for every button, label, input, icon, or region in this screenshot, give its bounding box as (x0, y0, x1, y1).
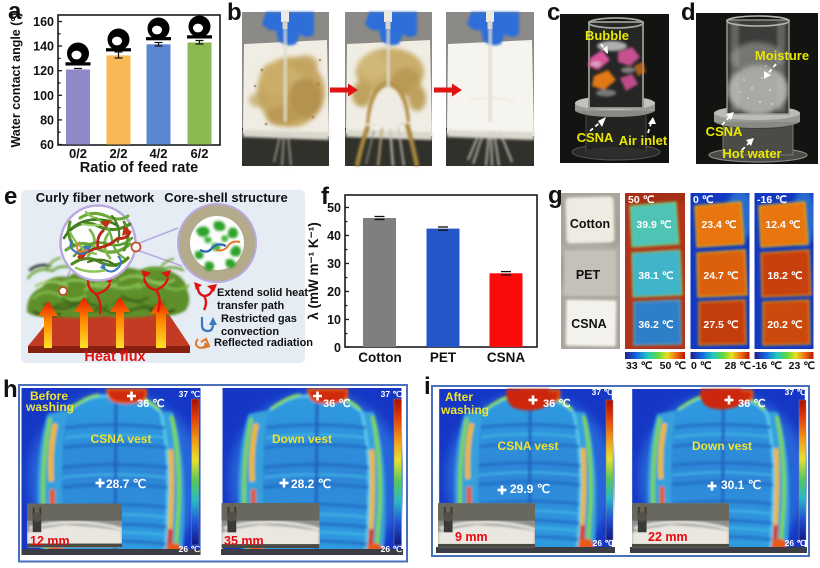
svg-text:Down vest: Down vest (692, 439, 752, 453)
svg-text:36 ℃: 36 ℃ (543, 398, 571, 410)
svg-text:Core-shell structure: Core-shell structure (164, 190, 288, 205)
svg-text:-16 ℃: -16 ℃ (757, 194, 787, 206)
svg-text:60: 60 (40, 138, 54, 152)
svg-text:36 ℃: 36 ℃ (137, 398, 165, 410)
svg-text:140: 140 (33, 40, 54, 54)
svg-text:6/2: 6/2 (190, 146, 208, 161)
svg-text:CSNA: CSNA (706, 124, 743, 139)
svg-text:39.9 ℃: 39.9 ℃ (636, 219, 671, 231)
svg-text:CSNA vest: CSNA vest (91, 432, 152, 446)
svg-text:Extend solid heat: Extend solid heat (217, 287, 308, 299)
svg-text:a: a (8, 0, 22, 25)
svg-text:transfer path: transfer path (217, 300, 285, 312)
svg-text:18.2 ℃: 18.2 ℃ (767, 270, 802, 282)
svg-text:26 ℃: 26 ℃ (179, 544, 201, 554)
svg-text:Curly fiber network: Curly fiber network (36, 190, 155, 205)
svg-text:36 ℃: 36 ℃ (323, 398, 351, 410)
svg-text:Cotton: Cotton (358, 350, 401, 365)
svg-text:26 ℃: 26 ℃ (785, 538, 807, 548)
svg-text:0 ℃: 0 ℃ (693, 194, 714, 206)
svg-text:33 ℃: 33 ℃ (626, 360, 653, 372)
svg-text:28 ℃: 28 ℃ (725, 360, 752, 372)
svg-text:22 mm: 22 mm (648, 530, 688, 544)
svg-text:d: d (681, 0, 696, 26)
svg-text:PET: PET (576, 268, 601, 282)
svg-text:9 mm: 9 mm (455, 530, 488, 544)
svg-text:37 ℃: 37 ℃ (381, 389, 403, 399)
svg-text:CSNA: CSNA (577, 130, 614, 145)
svg-text:h: h (3, 376, 18, 403)
svg-text:80: 80 (40, 113, 54, 127)
svg-text:Reflected radiation: Reflected radiation (214, 337, 313, 349)
svg-text:0 ℃: 0 ℃ (691, 360, 712, 372)
svg-text:28.2 ℃: 28.2 ℃ (291, 477, 331, 491)
svg-text:Before: Before (30, 389, 68, 403)
svg-text:convection: convection (221, 326, 279, 338)
svg-text:37 ℃: 37 ℃ (785, 387, 807, 397)
svg-text:c: c (547, 0, 560, 26)
svg-text:washing: washing (440, 403, 489, 417)
svg-text:36.2 ℃: 36.2 ℃ (638, 319, 673, 331)
svg-text:120: 120 (33, 64, 54, 78)
svg-text:20: 20 (327, 285, 341, 299)
svg-text:After: After (445, 390, 473, 404)
svg-text:PET: PET (430, 350, 457, 365)
svg-text:washing: washing (25, 400, 74, 414)
svg-text:Ratio of feed rate: Ratio of feed rate (80, 160, 198, 176)
svg-text:0: 0 (334, 341, 341, 355)
svg-text:30.1 ℃: 30.1 ℃ (721, 478, 761, 492)
svg-text:30: 30 (327, 257, 341, 271)
svg-text:-16 ℃: -16 ℃ (752, 360, 782, 372)
svg-text:CSNA: CSNA (487, 350, 526, 365)
svg-text:CSNA: CSNA (571, 317, 606, 331)
svg-text:Restricted gas: Restricted gas (221, 313, 297, 325)
svg-text:4/2: 4/2 (149, 146, 167, 161)
svg-text:35 mm: 35 mm (224, 534, 264, 548)
svg-text:e: e (4, 183, 17, 210)
svg-text:100: 100 (33, 89, 54, 103)
svg-text:Bubble: Bubble (585, 28, 629, 43)
svg-text:26 ℃: 26 ℃ (593, 538, 615, 548)
svg-text:20.2 ℃: 20.2 ℃ (767, 319, 802, 331)
svg-text:26 ℃: 26 ℃ (381, 544, 403, 554)
svg-text:Moisture: Moisture (755, 48, 809, 63)
svg-text:Heat flux: Heat flux (84, 349, 145, 365)
svg-text:2/2: 2/2 (109, 146, 127, 161)
svg-text:28.7 ℃: 28.7 ℃ (106, 477, 146, 491)
svg-text:29.9 ℃: 29.9 ℃ (510, 482, 550, 496)
svg-text:24.7 ℃: 24.7 ℃ (703, 270, 738, 282)
svg-text:37 ℃: 37 ℃ (179, 389, 201, 399)
svg-text:Cotton: Cotton (570, 217, 610, 231)
svg-text:50 ℃: 50 ℃ (660, 360, 687, 372)
svg-text:Down vest: Down vest (272, 432, 332, 446)
svg-text:10: 10 (327, 313, 341, 327)
svg-text:50: 50 (327, 201, 341, 215)
svg-text:50 ℃: 50 ℃ (628, 194, 655, 206)
svg-text:i: i (424, 373, 431, 400)
svg-text:12.4 ℃: 12.4 ℃ (765, 219, 800, 231)
svg-text:40: 40 (327, 229, 341, 243)
svg-text:23.4 ℃: 23.4 ℃ (701, 219, 736, 231)
svg-text:38.1 ℃: 38.1 ℃ (638, 270, 673, 282)
svg-text:b: b (227, 0, 242, 26)
svg-text:0/2: 0/2 (69, 146, 87, 161)
svg-text:Air inlet: Air inlet (619, 133, 668, 148)
svg-text:λ (mW m⁻¹ K⁻¹): λ (mW m⁻¹ K⁻¹) (306, 222, 321, 320)
svg-text:27.5 ℃: 27.5 ℃ (703, 319, 738, 331)
svg-text:37 ℃: 37 ℃ (592, 387, 614, 397)
svg-text:12 mm: 12 mm (30, 534, 70, 548)
svg-text:Hot water: Hot water (722, 146, 781, 161)
svg-text:g: g (548, 182, 563, 209)
svg-text:160: 160 (33, 15, 54, 29)
svg-text:f: f (321, 183, 330, 210)
svg-text:Water contact angle (°): Water contact angle (°) (9, 12, 23, 147)
svg-text:CSNA vest: CSNA vest (498, 439, 559, 453)
svg-text:23 ℃: 23 ℃ (789, 360, 816, 372)
svg-text:36 ℃: 36 ℃ (738, 398, 766, 410)
